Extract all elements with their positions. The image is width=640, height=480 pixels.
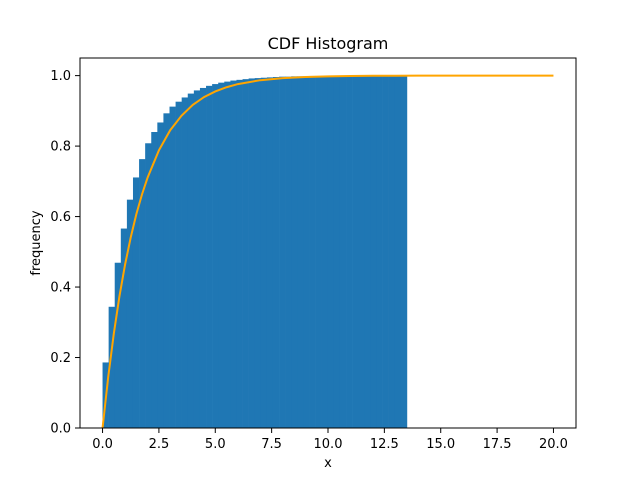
histogram-bar bbox=[297, 76, 304, 429]
y-tick-label: 1.0 bbox=[50, 69, 71, 84]
y-tick-label: 0.8 bbox=[50, 140, 71, 155]
histogram-bar bbox=[272, 77, 280, 429]
histogram-bar bbox=[285, 76, 292, 428]
histogram-bar bbox=[187, 93, 195, 428]
histogram-bar bbox=[151, 132, 158, 428]
x-axis-label: x bbox=[324, 456, 332, 471]
histogram-bar bbox=[169, 106, 176, 428]
histogram-bar bbox=[242, 79, 249, 429]
histogram-bar bbox=[224, 81, 231, 428]
histogram-bar bbox=[309, 75, 316, 428]
y-tick-label: 0.0 bbox=[50, 422, 71, 437]
histogram-bar bbox=[199, 87, 207, 428]
histogram-bar bbox=[108, 306, 116, 428]
plot-frame bbox=[79, 57, 577, 429]
histogram-bar bbox=[236, 79, 243, 428]
x-tick-label: 5.0 bbox=[205, 437, 226, 452]
histogram-bar bbox=[266, 77, 274, 428]
x-tick-label: 17.5 bbox=[483, 437, 512, 452]
chart-title: CDF Histogram bbox=[268, 34, 389, 53]
x-tick-label: 20.0 bbox=[539, 437, 568, 452]
histogram-bar bbox=[145, 143, 152, 428]
histogram-bar bbox=[315, 75, 322, 428]
histogram-bar bbox=[181, 97, 189, 428]
histogram-bar bbox=[139, 159, 146, 428]
x-tick-label: 0.0 bbox=[92, 437, 113, 452]
histogram-bar bbox=[279, 76, 286, 428]
histogram-bar bbox=[382, 75, 389, 428]
histogram-bar bbox=[132, 177, 140, 428]
histogram-bar bbox=[358, 75, 365, 428]
histogram-bar bbox=[364, 75, 371, 428]
histogram-bar bbox=[175, 101, 182, 428]
histogram-bar bbox=[248, 78, 256, 428]
x-axis-ticks: 0.0 2.5 5.0 7.5 10.0 12.5 15.0 17.5 20.0 bbox=[92, 428, 568, 452]
histogram-bars bbox=[102, 75, 408, 429]
x-tick-label: 10.0 bbox=[314, 437, 343, 452]
histogram-bar bbox=[193, 90, 201, 429]
y-axis-ticks: 0.0 0.2 0.4 0.6 0.8 1.0 bbox=[50, 69, 80, 437]
histogram-bar bbox=[218, 82, 225, 429]
histogram-bar bbox=[163, 113, 170, 429]
histogram-bar bbox=[394, 75, 402, 428]
histogram-bar bbox=[291, 76, 298, 429]
y-tick-label: 0.2 bbox=[50, 351, 71, 366]
x-tick-label: 7.5 bbox=[261, 437, 282, 452]
histogram-bar bbox=[157, 122, 164, 428]
histogram-bar bbox=[327, 75, 335, 428]
x-tick-label: 15.0 bbox=[426, 437, 455, 452]
histogram-bar bbox=[254, 78, 262, 428]
y-tick-label: 0.6 bbox=[50, 210, 71, 225]
y-axis-label: frequency bbox=[29, 210, 44, 276]
histogram-bar bbox=[346, 75, 353, 428]
x-tick-label: 2.5 bbox=[149, 437, 170, 452]
histogram-bar bbox=[388, 75, 396, 428]
histogram-bar bbox=[120, 228, 128, 428]
histogram-bar bbox=[376, 75, 383, 428]
histogram-bar bbox=[303, 76, 310, 429]
histogram-bar bbox=[230, 80, 237, 429]
histogram-bar bbox=[206, 85, 213, 428]
cdf-curve-line bbox=[101, 74, 554, 429]
histogram-bar bbox=[400, 75, 408, 428]
histogram-bar bbox=[260, 77, 268, 428]
histogram-bar bbox=[321, 75, 329, 428]
y-tick-label: 0.4 bbox=[50, 281, 71, 296]
histogram-bar bbox=[339, 75, 347, 428]
histogram-bar bbox=[352, 75, 359, 428]
histogram-bar bbox=[370, 75, 377, 428]
histogram-bar bbox=[126, 199, 134, 428]
histogram-bar bbox=[333, 75, 341, 428]
histogram-bar bbox=[212, 84, 219, 429]
histogram-bar bbox=[114, 262, 122, 428]
x-tick-label: 12.5 bbox=[370, 437, 399, 452]
